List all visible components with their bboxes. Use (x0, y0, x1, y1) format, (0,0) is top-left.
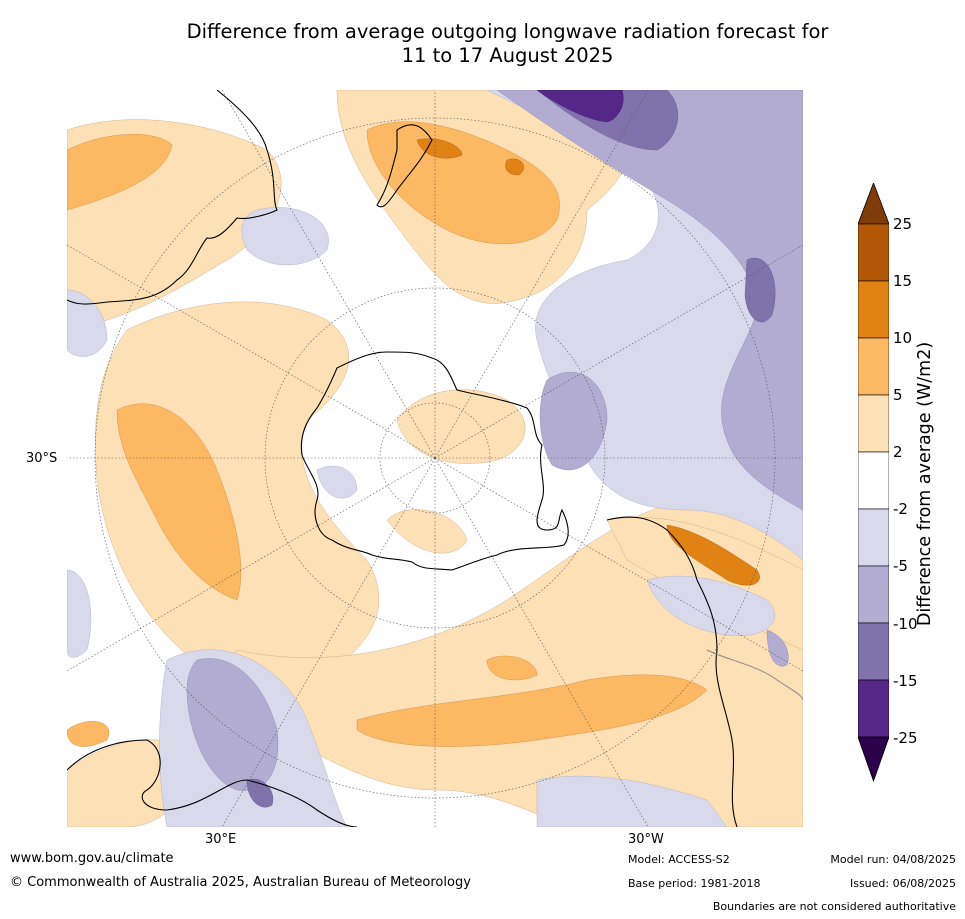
anomaly-region (67, 721, 110, 747)
colorbar-tick: 25 (893, 215, 913, 233)
anomaly-10-to-15-regions (416, 138, 760, 586)
colorbar-title: Difference from average (W/m2) (915, 341, 935, 627)
anomaly-minus-15-to-minus-25-regions (536, 90, 624, 123)
anomaly-region (536, 90, 624, 123)
anomaly-region (241, 207, 329, 266)
country-boundary (706, 649, 803, 701)
africa-coastline (67, 739, 358, 827)
colorbar-band-minus15-minus25 (858, 679, 889, 738)
australia-coastline (67, 90, 278, 305)
colorbar-band-neutral (858, 451, 889, 510)
colorbar-band-10-15 (858, 280, 889, 339)
anomaly-5-to-10-regions (67, 121, 708, 747)
anomaly-region (396, 389, 526, 464)
anomaly-region (67, 569, 92, 658)
anomaly-region (646, 575, 775, 636)
lat-label-30s: 30°S (26, 451, 58, 466)
anomaly-region (766, 629, 789, 667)
copyright-text: © Commonwealth of Australia 2025, Austra… (10, 875, 471, 890)
colorbar-band-15-25 (858, 223, 889, 282)
chart-title: Difference from average outgoing longwav… (0, 20, 965, 68)
colorbar-tick: 10 (893, 329, 913, 347)
base-period-text: Base period: 1981-2018 (628, 877, 761, 890)
title-line-1: Difference from average outgoing longwav… (186, 20, 829, 43)
colorbar-tick: 5 (893, 386, 903, 404)
colorbar-tick: -25 (893, 729, 918, 747)
disclaimer-text: Boundaries are not considered authoritat… (712, 900, 956, 913)
colorbar-band-5-10 (858, 337, 889, 396)
lon-label-30e: 30°E (205, 832, 237, 847)
colorbar-tick: -5 (893, 557, 908, 575)
anomaly-region (366, 121, 560, 245)
colorbar-tick: -15 (893, 672, 918, 690)
anomaly-region (186, 658, 279, 791)
model-run-text: Model run: 04/08/2025 (830, 853, 956, 866)
colorbar-band-minus5-minus10 (858, 565, 889, 624)
anomaly-region (316, 465, 358, 499)
anomaly-region (95, 301, 380, 692)
colorbar-band-minus10-minus15 (858, 622, 889, 681)
south-america-coastline (606, 516, 738, 827)
lon-label-30w: 30°W (628, 832, 664, 847)
colorbar-band-2-5 (858, 394, 889, 453)
anomaly-region (67, 289, 108, 357)
title-line-2: 11 to 17 August 2025 (401, 44, 614, 67)
colorbar-bottom-arrow (858, 736, 889, 783)
anomaly-region (744, 257, 776, 323)
colorbar (858, 183, 889, 783)
colorbar-top-arrow (858, 183, 889, 225)
antarctica-coastline (300, 351, 569, 571)
anomaly-region (356, 674, 708, 747)
anomaly-minus-5-to-minus-10-regions (186, 90, 803, 791)
anomaly-region (67, 134, 173, 211)
anomaly-region (505, 158, 524, 176)
graticule (67, 90, 803, 827)
colorbar-tick: 15 (893, 272, 913, 290)
website-link[interactable]: www.bom.gov.au/climate (10, 851, 174, 866)
polar-map (67, 90, 803, 827)
colorbar-tick: -2 (893, 500, 908, 518)
colorbar-tick: -10 (893, 615, 918, 633)
anomaly-region (386, 509, 468, 554)
anomaly-region (486, 655, 538, 681)
new-zealand-coastline (376, 124, 433, 208)
issued-text: Issued: 06/08/2025 (849, 877, 956, 890)
colorbar-tick: 2 (893, 443, 903, 461)
model-text: Model: ACCESS-S2 (628, 853, 730, 866)
anomaly-region (539, 371, 608, 471)
anomaly-region (116, 403, 242, 601)
colorbar-band-minus2-minus5 (858, 508, 889, 567)
anomaly-region (536, 775, 728, 827)
